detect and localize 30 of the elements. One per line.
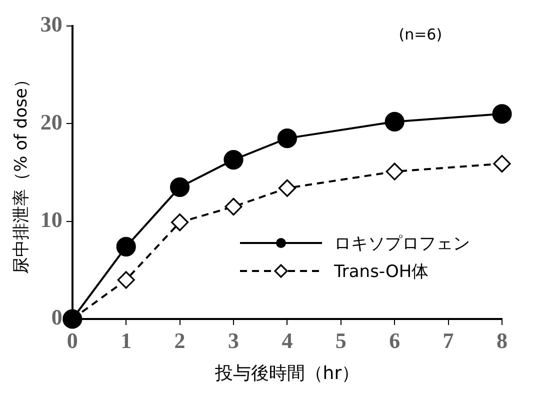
x-tick-label: 2 bbox=[174, 328, 186, 353]
annotation: (n=6) bbox=[398, 25, 442, 44]
x-tick-label: 0 bbox=[66, 328, 78, 353]
x-tick-label: 7 bbox=[442, 328, 454, 353]
point bbox=[386, 162, 404, 180]
x-tick-label: 5 bbox=[335, 328, 346, 353]
point bbox=[117, 271, 135, 289]
y-axis-title: 尿中排泄率（% of dose） bbox=[12, 71, 32, 274]
legend-label: ロキソプロフェン bbox=[334, 232, 470, 254]
point bbox=[116, 236, 136, 257]
x-tick-label: 4 bbox=[282, 328, 293, 353]
y-tick-label: 10 bbox=[40, 207, 62, 232]
point bbox=[171, 214, 189, 232]
y-tick-label: 20 bbox=[40, 109, 62, 134]
y-tick-label: 0 bbox=[51, 304, 62, 330]
x-tick-label: 3 bbox=[228, 328, 239, 353]
x-tick-label: 1 bbox=[120, 328, 132, 353]
point bbox=[224, 150, 244, 170]
y-tick-label: 30 bbox=[40, 12, 62, 37]
point bbox=[384, 112, 404, 132]
x-tick-label: 8 bbox=[496, 328, 508, 353]
point bbox=[493, 154, 511, 173]
legend-label: Trans-OH体 bbox=[334, 260, 429, 282]
x-axis-title: 投与後時間（hr） bbox=[214, 362, 360, 384]
x-tick-label: 6 bbox=[389, 328, 400, 353]
point bbox=[492, 104, 512, 124]
point bbox=[278, 179, 296, 197]
point bbox=[224, 198, 242, 216]
point bbox=[170, 177, 190, 197]
point bbox=[277, 128, 297, 148]
